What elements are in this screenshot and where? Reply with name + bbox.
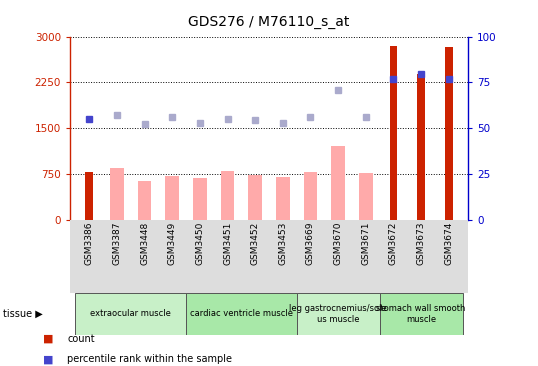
Text: GSM3453: GSM3453: [278, 222, 287, 265]
Text: ■: ■: [43, 333, 54, 344]
Text: GSM3671: GSM3671: [361, 222, 370, 265]
Text: GSM3452: GSM3452: [251, 222, 260, 265]
Bar: [221, 171, 235, 220]
Bar: [331, 146, 345, 220]
Text: GDS276 / M76110_s_at: GDS276 / M76110_s_at: [188, 15, 350, 29]
Text: GSM3669: GSM3669: [306, 222, 315, 265]
Text: GSM3451: GSM3451: [223, 222, 232, 265]
Text: GSM3672: GSM3672: [389, 222, 398, 265]
Text: cardiac ventricle muscle: cardiac ventricle muscle: [190, 309, 293, 318]
Bar: [75, 293, 186, 335]
Bar: [110, 168, 124, 220]
Text: GSM3450: GSM3450: [195, 222, 204, 265]
Bar: [276, 177, 290, 220]
Bar: [303, 172, 317, 220]
Text: GSM3673: GSM3673: [416, 222, 426, 265]
Bar: [390, 46, 397, 220]
Bar: [165, 176, 179, 220]
Text: GSM3387: GSM3387: [112, 222, 122, 265]
Bar: [359, 173, 373, 220]
Bar: [296, 293, 380, 335]
Text: ■: ■: [43, 354, 54, 365]
Bar: [417, 74, 425, 220]
Text: count: count: [67, 333, 95, 344]
Bar: [86, 172, 93, 220]
Text: percentile rank within the sample: percentile rank within the sample: [67, 354, 232, 365]
Text: GSM3674: GSM3674: [444, 222, 453, 265]
Text: stomach wall smooth
muscle: stomach wall smooth muscle: [377, 304, 466, 324]
Text: GSM3386: GSM3386: [85, 222, 94, 265]
Bar: [248, 175, 262, 220]
Bar: [193, 178, 207, 220]
Text: GSM3448: GSM3448: [140, 222, 149, 265]
Text: tissue ▶: tissue ▶: [3, 309, 43, 319]
Text: leg gastrocnemius/sole
us muscle: leg gastrocnemius/sole us muscle: [289, 304, 387, 324]
Text: extraocular muscle: extraocular muscle: [90, 309, 171, 318]
Bar: [186, 293, 296, 335]
Bar: [138, 180, 152, 220]
Bar: [380, 293, 463, 335]
Text: GSM3670: GSM3670: [334, 222, 343, 265]
Text: GSM3449: GSM3449: [168, 222, 177, 265]
Bar: [445, 47, 452, 220]
